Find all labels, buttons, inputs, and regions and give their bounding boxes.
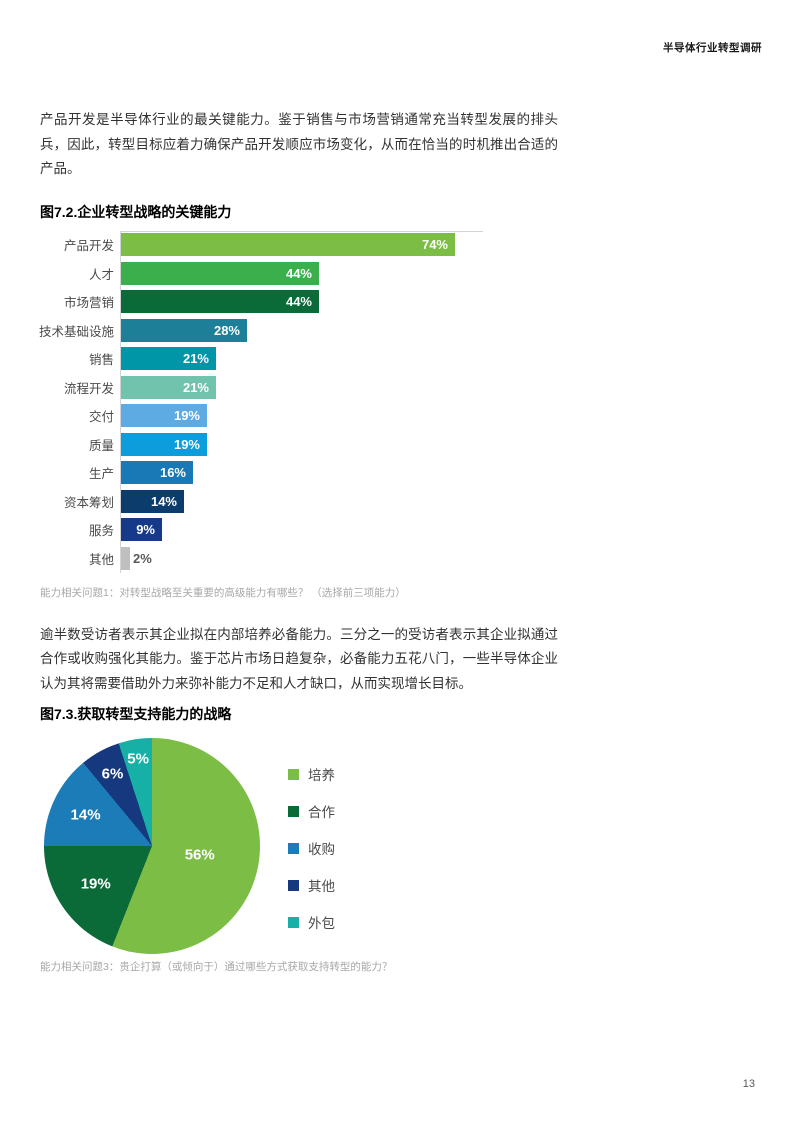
bar-value-label: 2% (133, 550, 152, 566)
legend-swatch (288, 805, 299, 817)
bar-row: 生产 16% (36, 458, 486, 487)
bar-row: 质量 19% (36, 430, 486, 459)
bar-category-label: 其他 (88, 552, 114, 567)
pie-slice-value-label: 14% (70, 806, 101, 824)
bar-category-label: 交付 (88, 410, 114, 425)
bar: 28% (121, 318, 247, 342)
figure3-chart-area: 56% 19% 14% 6% 5% 培养合作收购其他外包 (44, 738, 800, 954)
legend-item: 培养 (288, 764, 335, 784)
bar-category-label: 服务 (88, 524, 114, 539)
bar-value-label: 14% (150, 493, 177, 509)
legend-swatch (288, 879, 299, 891)
legend-item: 外包 (288, 912, 335, 932)
bar-category-label: 销售 (88, 353, 114, 368)
bar-track: 19% (120, 401, 484, 430)
legend-label: 其他 (308, 879, 335, 894)
bar-category-label: 人才 (88, 267, 114, 282)
legend-label: 收购 (308, 842, 335, 857)
bar-track: 44% (120, 259, 484, 288)
figure2-caption: 能力相关问题1：对转型战略至关重要的高级能力有哪些？ （选择前三项能力） (40, 586, 406, 599)
bar-track: 74% (120, 230, 484, 259)
bar-track: 28% (120, 316, 484, 345)
bar-chart: 产品开发 74% 人才 44% 市场营销 44% 技术基础设施 28% 销售 21% 流程开发 21%… (36, 230, 486, 573)
bar-track: 21% (120, 373, 484, 402)
pie-slice-value-label: 56% (184, 846, 215, 864)
paragraph-2: 逾半数受访者表示其企业拟在内部培养必备能力。三分之一的受访者表示其企业拟通过合作… (40, 626, 558, 691)
bar-value-label: 21% (182, 351, 209, 367)
bar-row: 流程开发 21% (36, 373, 486, 402)
bar-row: 资本筹划 14% (36, 487, 486, 516)
bar-value-label: 9% (136, 522, 155, 538)
bar-value-label: 16% (159, 465, 186, 481)
legend-label: 培养 (308, 768, 335, 783)
bar-category-label: 市场营销 (63, 296, 114, 311)
bar-category-label: 质量 (88, 438, 114, 453)
legend-swatch (288, 768, 299, 780)
bar-row: 产品开发 74% (36, 230, 486, 259)
bar-value-label: 19% (173, 408, 200, 424)
bar-value-label: 19% (173, 436, 200, 452)
bar-track: 14% (120, 487, 484, 516)
legend-item: 收购 (288, 838, 335, 858)
legend-label: 合作 (308, 805, 335, 820)
pie-slice-value-label: 6% (101, 765, 124, 783)
bar-row: 市场营销 44% (36, 287, 486, 316)
bar-row: 技术基础设施 28% (36, 316, 486, 345)
legend-label: 外包 (308, 916, 335, 931)
bar-value-label: 74% (421, 237, 448, 253)
page-header: 半导体行业转型调研 (663, 40, 762, 55)
pie-slice-value-label: 19% (80, 875, 111, 893)
bar-track: 2% (120, 544, 484, 573)
bar: 74% (121, 233, 455, 257)
legend-item: 合作 (288, 801, 335, 821)
bar-category-label: 生产 (88, 467, 114, 482)
figure2-title: 图7.2.企业转型战略的关键能力 (40, 203, 232, 220)
paragraph-1: 产品开发是半导体行业的最关键能力。鉴于销售与市场营销通常充当转型发展的排头兵，因… (40, 112, 558, 176)
bar-value-label: 44% (285, 265, 312, 281)
bar: 44% (121, 290, 319, 314)
bar: 14% (121, 489, 184, 513)
pie-chart: 56% 19% 14% 6% 5% (44, 738, 260, 954)
bar: 19% (121, 432, 207, 456)
bar-row: 销售 21% (36, 344, 486, 373)
figure3-title: 图7.3.获取转型支持能力的战略 (40, 706, 232, 722)
bar-chart-top-axis (120, 230, 483, 232)
bar-category-label: 技术基础设施 (38, 324, 114, 339)
legend-swatch (288, 916, 299, 928)
bar: 44% (121, 261, 319, 285)
bar-category-label: 产品开发 (63, 239, 114, 254)
bar-value-label: 44% (285, 294, 312, 310)
bar-row: 服务 9% (36, 515, 486, 544)
bar: 19% (121, 404, 207, 428)
figure3-caption: 能力相关问题3：贵企打算（或倾向于）通过哪些方式获取支持转型的能力？ (40, 961, 393, 973)
bar: 21% (121, 375, 216, 399)
bar-track: 9% (120, 515, 484, 544)
bar-row: 交付 19% (36, 401, 486, 430)
bar-row: 人才 44% (36, 259, 486, 288)
bar: 16% (121, 461, 193, 485)
bar: 2% (121, 546, 152, 570)
page-content: 产品开发是半导体行业的最关键能力。鉴于销售与市场营销通常充当转型发展的排头兵，因… (36, 112, 800, 973)
bar-track: 19% (120, 430, 484, 459)
legend-swatch (288, 842, 299, 854)
pie-legend: 培养合作收购其他外包 (288, 738, 335, 954)
bar-category-label: 资本筹划 (63, 495, 114, 510)
bar-row: 其他 2% (36, 544, 486, 573)
bar-track: 16% (120, 458, 484, 487)
bar-track: 21% (120, 344, 484, 373)
bar: 21% (121, 347, 216, 371)
bar-value-label: 21% (182, 379, 209, 395)
header-title: 半导体行业转型调研 (663, 42, 762, 54)
bar-category-label: 流程开发 (63, 381, 114, 396)
bar-track: 44% (120, 287, 484, 316)
bar-value-label: 28% (213, 322, 240, 338)
bar: 9% (121, 518, 162, 542)
pie-slice-value-label: 5% (127, 750, 149, 768)
legend-item: 其他 (288, 875, 335, 895)
page-number: 13 (742, 1078, 755, 1090)
